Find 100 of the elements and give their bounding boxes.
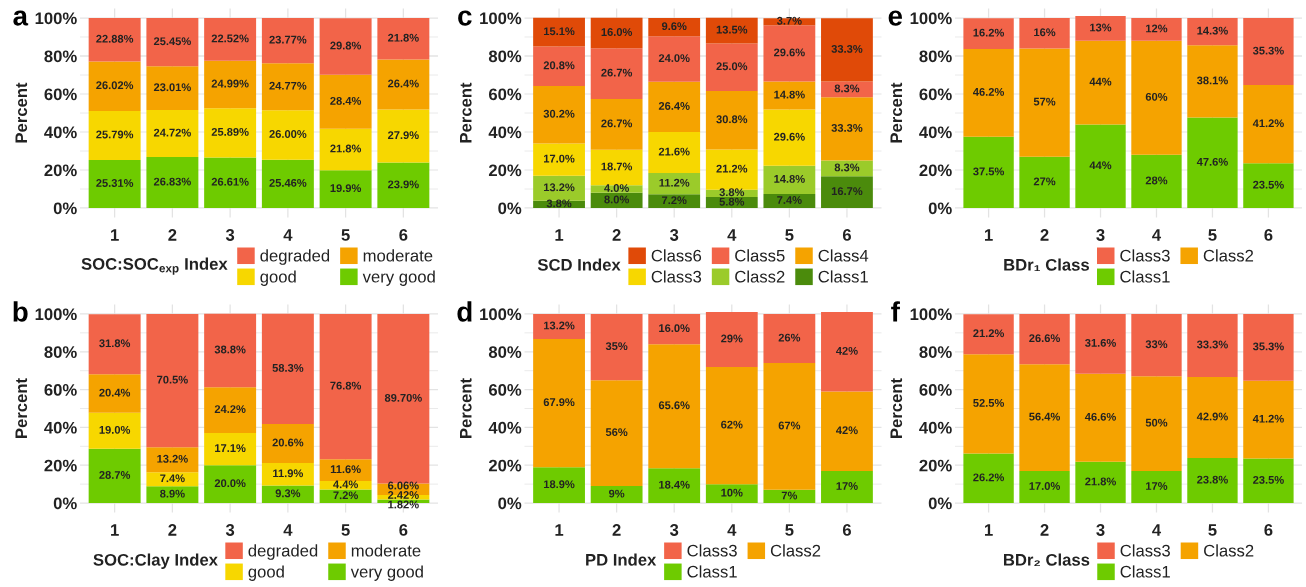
data-label: 13.2% (544, 183, 575, 192)
bar (1131, 18, 1182, 41)
bar (648, 313, 701, 345)
data-label: 17% (1146, 482, 1168, 490)
bar (590, 98, 643, 150)
bar (705, 366, 758, 485)
bar (1243, 85, 1294, 164)
bar (533, 313, 585, 339)
legend-label: Class6 (651, 249, 702, 262)
bar (204, 60, 257, 109)
data-label: 14.3% (1197, 26, 1228, 35)
y-tick-label: 40% (44, 421, 77, 434)
legend-title: BDr₂ Class (1003, 553, 1090, 567)
data-label: 26% (778, 333, 801, 342)
data-label: 56% (605, 428, 628, 437)
data-label: 89.70% (384, 393, 422, 402)
data-label: 14.8% (774, 90, 805, 99)
y-tick-label: 0% (53, 497, 77, 510)
data-label: 19.9% (330, 184, 362, 193)
bar (648, 173, 701, 195)
bar (1187, 313, 1238, 377)
legend-label: Class2 (770, 544, 821, 557)
y-tick-label: 20% (44, 459, 77, 472)
data-label: 26.83% (153, 177, 191, 186)
legend-label: Class1 (1120, 270, 1170, 283)
bar (590, 486, 643, 504)
data-label: 29% (721, 334, 743, 343)
bar (763, 363, 816, 490)
y-tick-label: 0% (928, 202, 952, 215)
data-label: 14.8% (774, 174, 805, 183)
data-label: 58.3% (272, 364, 304, 372)
bar (261, 159, 314, 208)
x-tick-label: 2 (1040, 229, 1049, 241)
bar (319, 128, 372, 171)
y-tick-label: 40% (488, 126, 522, 139)
data-label: 23.77% (269, 35, 307, 44)
bar (1019, 470, 1070, 504)
bar (377, 18, 430, 60)
bar (146, 472, 199, 487)
legend-label: degraded (248, 544, 318, 560)
y-tick-label: 0% (53, 202, 77, 215)
data-label: 4.4% (333, 480, 358, 489)
data-label: 21.2% (973, 329, 1005, 338)
legend-label: Class1 (818, 270, 868, 283)
legend-label: very good (362, 270, 435, 286)
data-label: 16.7% (831, 187, 863, 196)
data-label: 35.3% (1252, 46, 1284, 55)
bar (146, 17, 199, 67)
bar (146, 447, 199, 473)
legend-label: Class2 (1204, 544, 1254, 557)
data-label: 56.4% (1029, 412, 1061, 421)
bar (821, 160, 873, 177)
data-label: 17.0% (1029, 482, 1061, 490)
bar (1243, 313, 1294, 381)
data-label: 29.6% (774, 132, 805, 141)
bar (88, 61, 141, 111)
bar (821, 391, 873, 471)
y-tick-label: 20% (488, 164, 522, 177)
bar (1075, 16, 1126, 41)
data-label: 18.7% (601, 162, 633, 171)
y-tick-label: 80% (44, 346, 77, 358)
bar (204, 108, 257, 158)
data-label: 24.99% (211, 79, 249, 88)
bar (88, 448, 141, 504)
data-label: 26.61% (211, 177, 249, 186)
bar (963, 314, 1014, 355)
data-label: 13% (1090, 23, 1112, 32)
data-label: 12% (1146, 24, 1168, 33)
bar (319, 170, 372, 208)
data-label: 67.9% (543, 398, 575, 407)
data-label: 21.8% (387, 33, 419, 42)
bar (590, 17, 643, 49)
x-tick-label: 3 (1096, 229, 1105, 241)
bar (648, 194, 701, 208)
bar (590, 48, 643, 99)
data-label: 17% (836, 482, 858, 490)
y-tick-label: 40% (44, 126, 77, 139)
bar (1187, 458, 1238, 504)
x-tick-label: 4 (727, 524, 737, 536)
bar (763, 489, 816, 504)
x-tick-label: 1 (111, 229, 119, 241)
bar (1019, 313, 1070, 365)
data-label: 27.9% (387, 131, 419, 140)
data-label: 7.2% (333, 491, 358, 500)
data-label: 2.42% (387, 491, 419, 499)
legend-title: SOC:Clay Index (93, 553, 218, 570)
chart-title: d (457, 301, 472, 322)
chart-title: f (891, 301, 900, 322)
y-tick-label: 100% (35, 12, 77, 25)
x-tick-label: 1 (555, 524, 564, 536)
data-label: 18.4% (659, 480, 690, 489)
legend-label: Class3 (1120, 544, 1170, 557)
legend-title: PD Index (586, 553, 657, 566)
data-label: 46.2% (973, 87, 1005, 96)
data-label: 57% (1033, 97, 1056, 106)
chart-title: c (458, 10, 472, 26)
data-label: 26.7% (601, 119, 633, 128)
legend-label: moderate (351, 544, 421, 557)
y-tick-label: 60% (919, 383, 952, 396)
data-label: 19.0% (99, 425, 131, 434)
